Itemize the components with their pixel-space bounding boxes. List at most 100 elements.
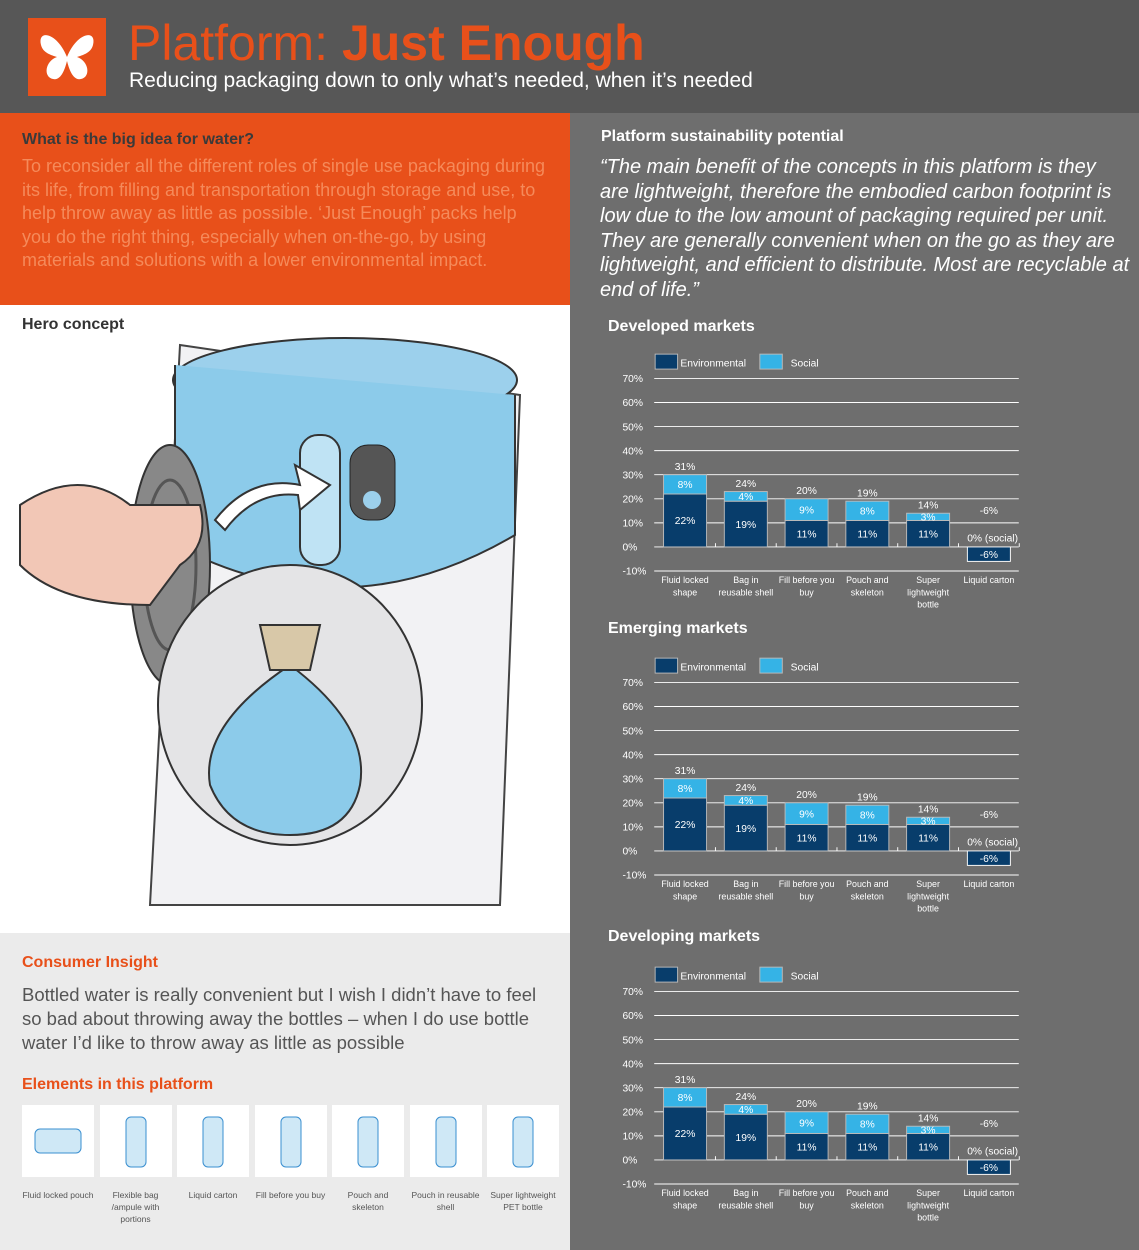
chart-developing-markets: Environmental Social 70% 60% 50% 40% 30% 20% 10%… [622,966,1020,1222]
element-item: Liquid carton [177,1105,249,1201]
data-label-environmental: 11% [857,529,877,540]
insight-body: Bottled water is really convenient but I… [22,984,537,1053]
element-item: Super lightweight PET bottle [487,1105,559,1213]
x-category-label: Liquid carton [963,575,1014,585]
y-tick-label: 60% [622,398,643,409]
bar-environmental [723,1113,768,1161]
bar-environmental [663,797,708,852]
bar-environmental [966,546,1011,562]
element-item: Pouch in reusable shell [409,1105,482,1213]
bar-environmental [784,823,829,852]
total-label: 14% [918,1114,939,1125]
data-label-environmental: 11% [918,529,938,540]
x-category-label: Fluid locked shape [661,879,708,901]
total-label: 31% [675,462,696,473]
legend-swatch-environmental [654,966,679,983]
bar-social [784,1111,829,1134]
bottle-image [487,1105,559,1177]
y-tick-label: 70% [622,987,643,998]
legend-label-environmental: Environmental [680,971,746,982]
element-label: Flexible bag /ampule with portions [111,1190,160,1224]
total-label: 19% [857,489,878,500]
legend-label-environmental: Environmental [680,358,746,369]
bar-social [663,1087,708,1108]
bar-environmental [966,1159,1011,1175]
bar-environmental [906,519,951,548]
data-label-environmental: 19% [736,520,757,531]
x-category-label: Bag in reusable shell [718,575,773,597]
data-label-social: 3% [921,1126,936,1137]
butterfly-icon [28,18,106,96]
data-label-social: 9% [799,505,814,516]
page-subtitle: Reducing packaging down to only what’s n… [129,69,753,92]
skeleton-image [332,1105,404,1177]
data-label-social: 8% [678,1093,693,1104]
total-label: 20% [796,1099,817,1110]
annotation-social-zero: 0% (social) [967,1146,1018,1157]
big-idea-panel: What is the big idea for water? To recon… [0,113,570,305]
x-category-label: Fluid locked shape [661,575,708,597]
bar-social [906,512,951,521]
legend-swatch-environmental [654,657,679,674]
element-item: Pouch and skeleton [332,1105,404,1213]
bar-environmental [845,823,890,852]
data-label-environmental: 22% [675,820,696,831]
data-label-social: 9% [799,1118,814,1129]
bar-environmental [723,500,768,548]
chart-emerging-markets: Environmental Social 70% 60% 50% 40% 30% 20% 10%… [622,657,1020,913]
y-tick-label: -10% [622,871,646,882]
insight-heading: Consumer Insight [22,954,159,971]
data-label-social: 8% [860,1120,875,1131]
legend-label-social: Social [791,662,819,673]
bar-social [723,491,768,502]
shell-image [409,1105,482,1177]
y-tick-label: 0% [622,543,637,554]
y-tick-label: 30% [622,470,643,481]
data-label-environmental: 11% [918,1142,938,1153]
element-item: Fluid locked pouch [22,1105,94,1201]
y-tick-label: 40% [622,446,643,457]
y-tick-label: 20% [622,1108,643,1119]
page-title: Platform: Just Enough [128,15,645,71]
carton-image [177,1105,249,1177]
element-label: Liquid carton [188,1190,238,1200]
sustainability-heading: Platform sustainability potential [601,128,844,145]
data-label-environmental: 11% [857,1142,877,1153]
total-label: 14% [918,805,939,816]
bar-environmental [845,1132,890,1161]
x-category-label: Bag in reusable shell [718,879,773,901]
element-label: Pouch in reusable shell [411,1190,480,1212]
bar-social [723,795,768,806]
data-label-environmental: -6% [980,854,998,865]
data-label-environmental: -6% [980,1163,998,1174]
ampule-image [99,1105,172,1177]
bar-environmental [845,519,890,548]
bar-social [845,500,890,521]
x-category-label: Liquid carton [963,879,1014,889]
data-label-social: 8% [860,507,875,518]
element-label: Fluid locked pouch [22,1190,94,1200]
y-tick-label: 10% [622,1132,643,1143]
data-label-environmental: 11% [797,529,817,540]
legend-swatch-social [759,353,783,370]
bar-environmental [906,823,951,852]
bar-environmental [663,1106,708,1161]
data-label-environmental: 22% [675,1129,696,1140]
data-label-social: 3% [921,513,936,524]
sustainability-panel: Platform sustainability potential “The m… [570,113,1139,1250]
data-label-social: 8% [678,480,693,491]
x-category-label: Super lightweight bottle [907,575,949,609]
data-label-environmental: 11% [857,833,877,844]
data-label-social: 8% [678,784,693,795]
x-category-label: Super lightweight bottle [907,879,949,913]
x-category-label: Pouch and skeleton [846,879,889,901]
consumer-insight-panel: Consumer Insight Bottled water is really… [0,933,570,1250]
x-category-label: Bag in reusable shell [718,1188,773,1210]
total-label: -6% [980,1119,998,1130]
elements-heading: Elements in this platform [22,1076,214,1093]
legend-label-social: Social [791,358,819,369]
data-label-environmental: -6% [980,550,998,561]
total-label: 31% [675,766,696,777]
pouch-image [22,1105,94,1177]
data-label-social: 9% [799,809,814,820]
